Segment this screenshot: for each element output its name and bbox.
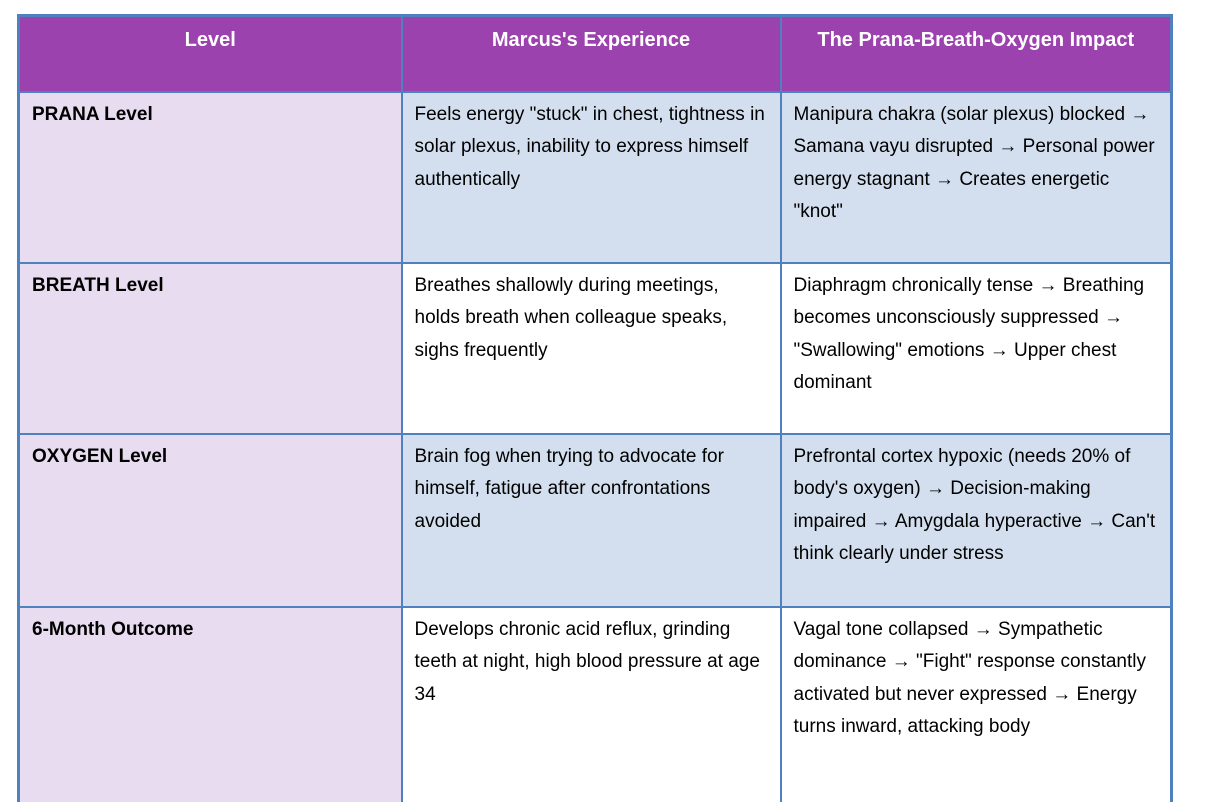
prana-breath-oxygen-table: Level Marcus's Experience The Prana-Brea… <box>17 14 1173 802</box>
cell-impact: Prefrontal cortex hypoxic (needs 20% of … <box>779 433 1173 608</box>
cell-impact: Manipura chakra (solar plexus) blocked →… <box>779 91 1173 264</box>
cell-impact: Vagal tone collapsed → Sympathetic domin… <box>779 606 1173 802</box>
table-row-oxygen-level: OXYGEN Level Brain fog when trying to ad… <box>17 433 1173 608</box>
cell-experience: Breathes shallowly during meetings, hold… <box>400 262 782 435</box>
table-body: PRANA Level Feels energy "stuck" in ches… <box>17 91 1173 802</box>
table-row-breath-level: BREATH Level Breathes shallowly during m… <box>17 262 1173 435</box>
column-header-level: Level <box>17 14 403 93</box>
header-row: Level Marcus's Experience The Prana-Brea… <box>17 14 1173 93</box>
cell-experience: Brain fog when trying to advocate for hi… <box>400 433 782 608</box>
cell-impact: Diaphragm chronically tense → Breathing … <box>779 262 1173 435</box>
table-row-6-month-outcome: 6-Month Outcome Develops chronic acid re… <box>17 606 1173 802</box>
table-header: Level Marcus's Experience The Prana-Brea… <box>17 14 1173 93</box>
column-header-marcus-experience: Marcus's Experience <box>400 14 782 93</box>
table-row-prana-level: PRANA Level Feels energy "stuck" in ches… <box>17 91 1173 264</box>
cell-level: OXYGEN Level <box>17 433 403 608</box>
column-header-prana-breath-oxygen-impact: The Prana-Breath-Oxygen Impact <box>779 14 1173 93</box>
cell-level: BREATH Level <box>17 262 403 435</box>
cell-experience: Feels energy "stuck" in chest, tightness… <box>400 91 782 264</box>
cell-level: PRANA Level <box>17 91 403 264</box>
cell-experience: Develops chronic acid reflux, grinding t… <box>400 606 782 802</box>
cell-level: 6-Month Outcome <box>17 606 403 802</box>
